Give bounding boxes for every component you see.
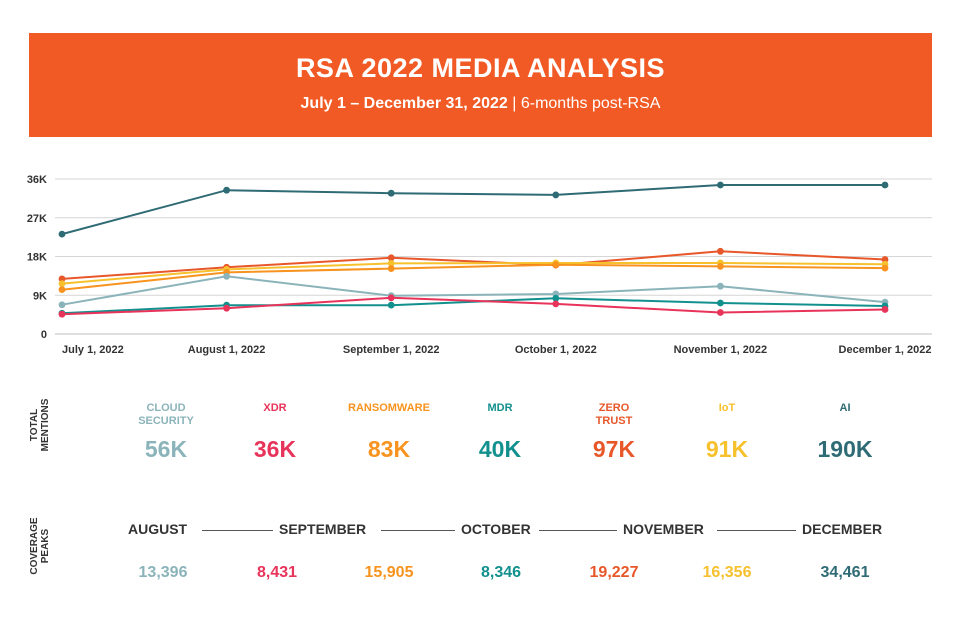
y-axis-ticks: 0 9K 18K 27K 36K bbox=[27, 174, 47, 341]
page-subtitle: July 1 – December 31, 2022 | 6-months po… bbox=[29, 95, 932, 113]
data-point bbox=[387, 301, 395, 309]
series-line bbox=[61, 262, 886, 285]
chart-grid bbox=[55, 178, 932, 335]
date-range: July 1 – December 31, 2022 bbox=[300, 95, 508, 112]
data-point bbox=[387, 254, 395, 262]
month-connector-line bbox=[202, 530, 273, 531]
data-point bbox=[717, 263, 724, 270]
month-connector-line bbox=[717, 530, 796, 531]
coverage-peak-value: 8,431 bbox=[256, 564, 298, 581]
y-tick-label: 9K bbox=[33, 290, 47, 302]
data-point bbox=[58, 310, 66, 318]
data-point bbox=[881, 264, 889, 272]
x-tick-label: July 1, 2022 bbox=[62, 344, 124, 356]
total-mentions-value: 190K bbox=[817, 436, 873, 462]
total-mentions-value: 56K bbox=[144, 436, 188, 462]
coverage-peak-value: 16,356 bbox=[702, 564, 752, 581]
month-connector-line bbox=[539, 530, 617, 531]
x-tick-label: December 1, 2022 bbox=[839, 344, 932, 356]
x-tick-label: November 1, 2022 bbox=[674, 344, 768, 356]
data-point bbox=[552, 300, 560, 308]
data-point bbox=[223, 186, 231, 194]
data-point bbox=[387, 189, 395, 197]
total-category-label: ZERO TRUST bbox=[595, 402, 633, 427]
total-mentions-value: 91K bbox=[705, 436, 749, 462]
total-mentions-value: 36K bbox=[253, 436, 297, 462]
coverage-peak-value: 13,396 bbox=[138, 564, 188, 581]
data-point bbox=[58, 230, 66, 238]
month-connector-line bbox=[381, 530, 455, 531]
data-point bbox=[387, 259, 395, 267]
peak-month-label: NOVEMBER bbox=[623, 521, 704, 537]
peak-month-label: AUGUST bbox=[128, 521, 188, 537]
coverage-peak-value: 34,461 bbox=[820, 564, 870, 581]
data-point bbox=[717, 299, 724, 307]
y-tick-label: 0 bbox=[41, 329, 47, 341]
total-category-label: CLOUD SECURITY bbox=[138, 402, 194, 427]
series-lines bbox=[61, 184, 886, 316]
total-category-label: RANSOMWARE bbox=[348, 402, 430, 414]
data-point bbox=[881, 181, 889, 189]
series-line bbox=[61, 275, 886, 306]
data-point bbox=[223, 304, 231, 312]
series-line bbox=[61, 296, 886, 316]
data-point bbox=[717, 309, 724, 316]
x-tick-label: August 1, 2022 bbox=[188, 344, 266, 356]
page-title: RSA 2022 MEDIA ANALYSIS bbox=[295, 53, 666, 83]
data-point bbox=[58, 275, 66, 283]
data-point bbox=[552, 294, 560, 302]
x-tick-label: October 1, 2022 bbox=[515, 344, 597, 356]
title-banner: RSA 2022 MEDIA ANALYSIS July 1 – Decembe… bbox=[29, 33, 932, 137]
y-tick-label: 18K bbox=[27, 252, 47, 264]
data-point bbox=[58, 286, 66, 294]
data-point bbox=[881, 306, 889, 313]
y-tick-label: 36K bbox=[27, 174, 47, 186]
peak-month-label: SEPTEMBER bbox=[279, 521, 367, 537]
series-line bbox=[61, 250, 886, 280]
peak-month-label: OCTOBER bbox=[461, 521, 531, 537]
coverage-peak-value: 19,227 bbox=[589, 564, 639, 581]
data-point bbox=[881, 256, 889, 263]
data-point bbox=[58, 280, 66, 288]
y-tick-label: 27K bbox=[27, 213, 47, 225]
coverage-peak-value: 15,905 bbox=[364, 564, 414, 581]
series-line bbox=[61, 263, 886, 291]
x-axis-ticks: July 1, 2022 August 1, 2022 September 1, 2… bbox=[62, 344, 931, 356]
subtitle-description: 6-months post-RSA bbox=[520, 95, 661, 112]
x-tick-label: September 1, 2022 bbox=[343, 344, 440, 356]
coverage-peaks-label: COVERAGE PEAKS bbox=[29, 517, 51, 575]
data-point bbox=[58, 301, 66, 309]
data-point bbox=[387, 294, 395, 302]
data-point bbox=[552, 191, 560, 199]
total-category-label: AI bbox=[839, 402, 851, 414]
subtitle-separator: | bbox=[512, 95, 517, 112]
coverage-peak-value: 8,346 bbox=[480, 564, 522, 581]
total-mentions-value: 97K bbox=[592, 436, 636, 462]
total-category-label: XDR bbox=[263, 402, 287, 414]
data-point bbox=[717, 181, 724, 189]
data-point bbox=[717, 247, 724, 255]
data-point bbox=[552, 261, 560, 269]
total-mentions-value: 40K bbox=[478, 436, 522, 462]
data-point bbox=[717, 282, 724, 290]
total-category-label: MDR bbox=[487, 402, 513, 414]
series-points bbox=[58, 181, 889, 318]
data-point bbox=[223, 272, 231, 280]
total-mentions-label: TOTAL MENTIONS bbox=[29, 398, 51, 452]
series-line bbox=[61, 184, 885, 236]
line-chart: 0 9K 18K 27K 36K July 1, 2022 August 1, 2022 S… bbox=[27, 174, 932, 356]
data-point bbox=[387, 265, 395, 272]
total-mentions-value: 83K bbox=[367, 436, 411, 462]
peak-month-label: DECEMBER bbox=[802, 521, 883, 537]
total-category-label: IoT bbox=[718, 402, 736, 414]
